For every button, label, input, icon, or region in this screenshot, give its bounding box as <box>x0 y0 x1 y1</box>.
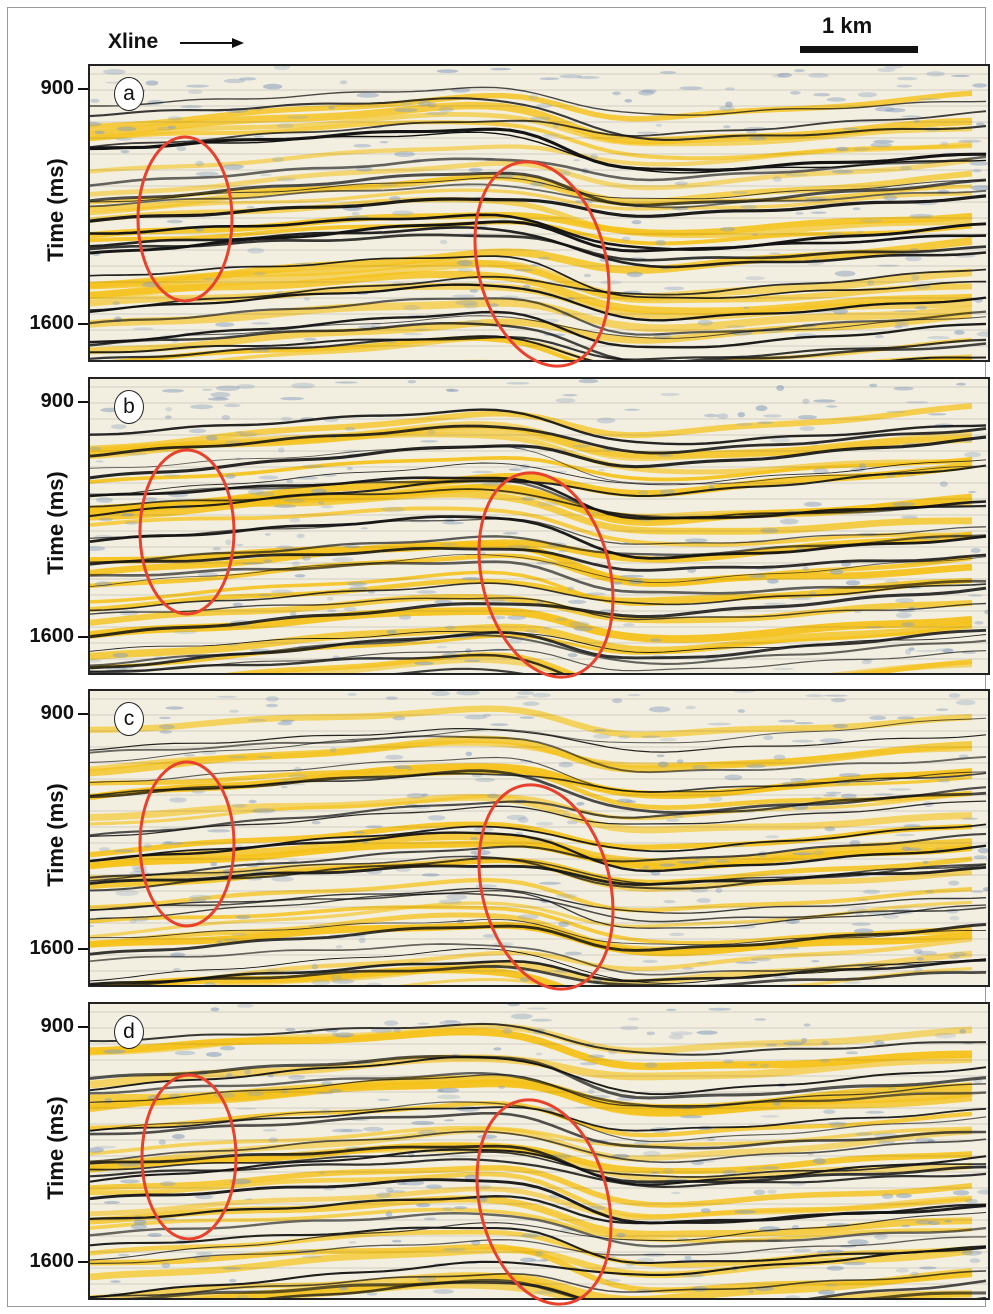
anomaly-ellipse-right <box>477 783 615 991</box>
right-arrow-icon <box>180 38 244 48</box>
tick-mark-900 <box>78 88 92 90</box>
anomaly-ellipse-right <box>475 1098 613 1306</box>
tick-mark-900 <box>78 401 92 403</box>
tick-mark-1600 <box>78 1261 92 1263</box>
tick-mark-900 <box>78 713 92 715</box>
seismic-section-b <box>88 377 990 675</box>
xline-label: Xline <box>108 30 159 53</box>
panel-label-badge: a <box>114 77 144 111</box>
panel-label-badge: c <box>114 702 144 736</box>
tick-label-900: 900 <box>40 390 74 412</box>
tick-mark-1600 <box>78 948 92 950</box>
seismic-section-a <box>88 64 990 362</box>
seismic-image <box>90 379 988 673</box>
y-axis-label: Time (ms) <box>43 471 68 575</box>
anomaly-ellipse-left <box>136 135 234 303</box>
y-axis-label: Time (ms) <box>43 1096 68 1200</box>
anomaly-ellipse-left <box>138 760 236 928</box>
seismic-panel-b: Time (ms) 900 1600 b <box>0 377 993 679</box>
seismic-image <box>90 691 988 985</box>
scale-bar-label: 1 km <box>822 13 873 38</box>
seismic-panel-a: Time (ms) 900 1600 a <box>0 64 993 368</box>
scale-bar <box>800 46 918 53</box>
seismic-image <box>90 66 988 360</box>
seismic-image <box>90 1004 988 1298</box>
seismic-panel-c: Time (ms) 900 1600 c <box>0 689 993 991</box>
tick-label-1600: 1600 <box>29 312 75 334</box>
tick-mark-900 <box>78 1026 92 1028</box>
y-axis-label: Time (ms) <box>43 783 68 887</box>
tick-label-900: 900 <box>40 702 74 724</box>
tick-label-1600: 1600 <box>29 937 75 959</box>
seismic-panel-d: Time (ms) 900 1600 d <box>0 1002 993 1306</box>
anomaly-ellipse-right <box>477 471 615 679</box>
tick-label-900: 900 <box>40 1015 74 1037</box>
anomaly-ellipse-right <box>473 160 611 368</box>
tick-label-1600: 1600 <box>29 625 75 647</box>
tick-label-1600: 1600 <box>29 1250 75 1272</box>
anomaly-ellipse-left <box>140 1073 238 1241</box>
y-axis-label: Time (ms) <box>43 158 68 262</box>
panel-label-badge: d <box>114 1015 144 1049</box>
seismic-section-c <box>88 689 990 987</box>
panel-label-badge: b <box>114 390 144 424</box>
anomaly-ellipse-left <box>138 448 236 616</box>
seismic-section-d <box>88 1002 990 1300</box>
tick-label-900: 900 <box>40 77 74 99</box>
figure-header: Xline 1 km <box>0 0 993 60</box>
tick-mark-1600 <box>78 636 92 638</box>
tick-mark-1600 <box>78 323 92 325</box>
